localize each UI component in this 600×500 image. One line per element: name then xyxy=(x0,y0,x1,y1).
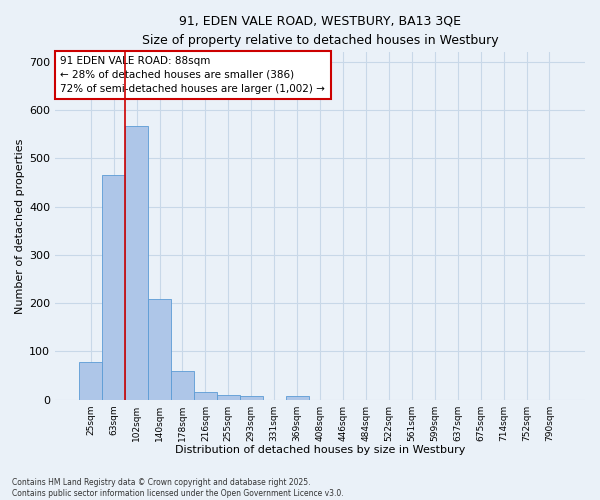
Bar xyxy=(148,300,171,400)
Bar xyxy=(194,392,217,400)
Title: 91, EDEN VALE ROAD, WESTBURY, BA13 3QE
Size of property relative to detached hou: 91, EDEN VALE ROAD, WESTBURY, BA13 3QE S… xyxy=(142,15,499,47)
Bar xyxy=(171,370,194,400)
Y-axis label: Number of detached properties: Number of detached properties xyxy=(15,138,25,314)
Bar xyxy=(125,126,148,400)
X-axis label: Distribution of detached houses by size in Westbury: Distribution of detached houses by size … xyxy=(175,445,465,455)
Bar xyxy=(217,395,240,400)
Text: 91 EDEN VALE ROAD: 88sqm
← 28% of detached houses are smaller (386)
72% of semi-: 91 EDEN VALE ROAD: 88sqm ← 28% of detach… xyxy=(61,56,325,94)
Bar xyxy=(79,362,102,400)
Bar xyxy=(240,396,263,400)
Bar xyxy=(102,176,125,400)
Text: Contains HM Land Registry data © Crown copyright and database right 2025.
Contai: Contains HM Land Registry data © Crown c… xyxy=(12,478,344,498)
Bar xyxy=(286,396,308,400)
